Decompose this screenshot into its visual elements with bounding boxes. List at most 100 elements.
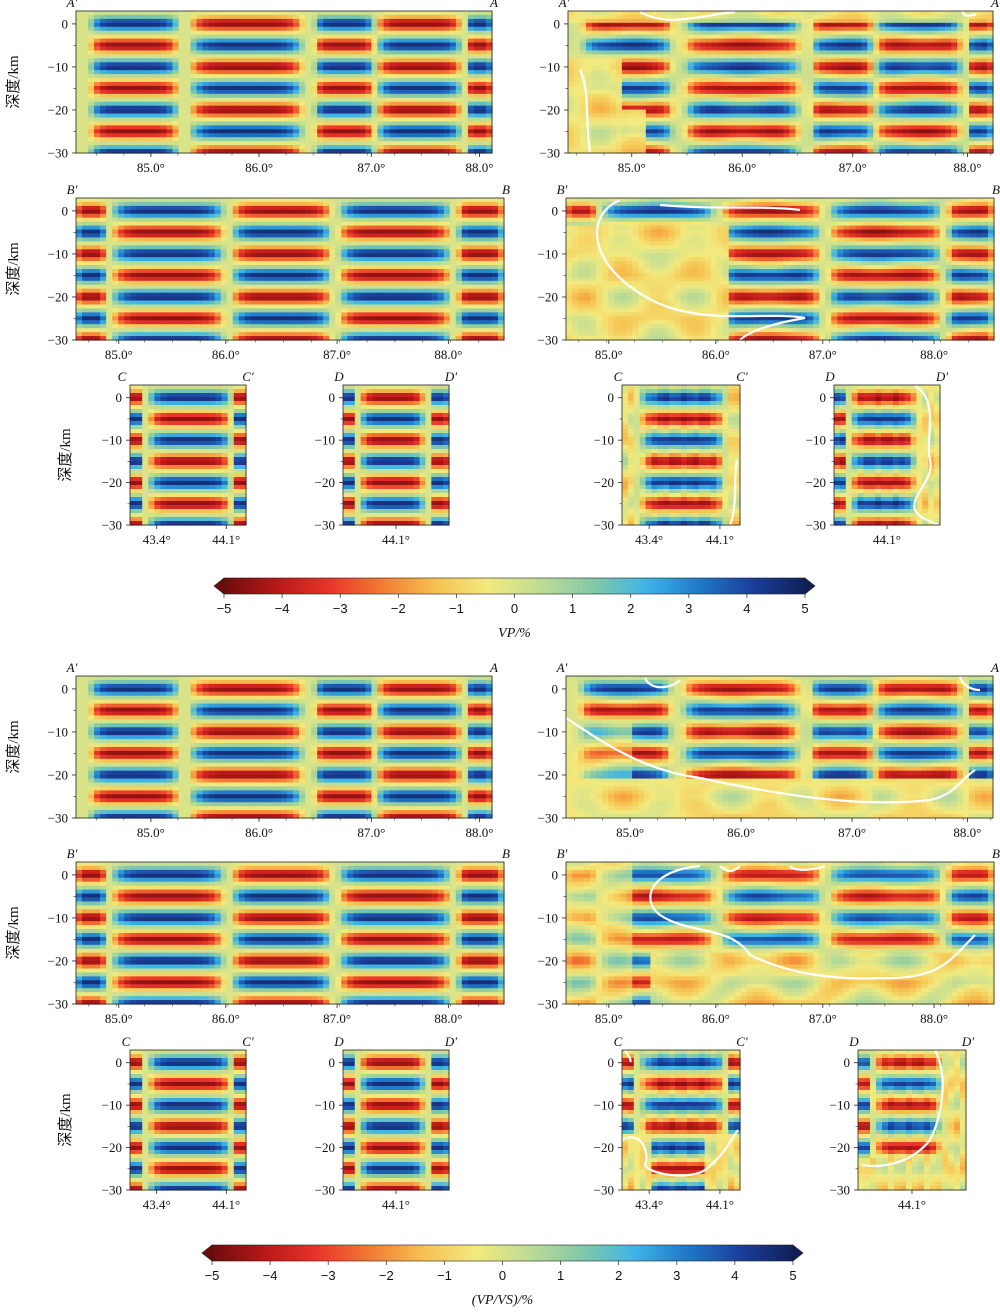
heat-cell <box>633 18 641 24</box>
heat-cell <box>112 58 119 63</box>
heat-cell <box>741 58 749 63</box>
heat-cell <box>771 129 779 134</box>
heat-cell <box>100 145 107 150</box>
heat-cell <box>407 30 415 36</box>
heat-cell <box>741 70 749 75</box>
heat-cell <box>813 62 821 67</box>
heat-cell <box>645 66 653 71</box>
heat-cell <box>843 50 850 55</box>
heat-cell <box>232 141 240 146</box>
heat-cell <box>651 74 659 79</box>
heat-cell <box>891 54 898 59</box>
heat-cell <box>413 82 421 87</box>
heat-cell <box>909 121 916 126</box>
heat-cell <box>485 26 493 32</box>
heat-cell <box>891 117 898 123</box>
heat-cell <box>130 54 137 59</box>
heat-cell <box>274 58 282 63</box>
heat-cell <box>921 22 928 28</box>
heat-cell <box>118 38 125 44</box>
heat-cell <box>256 101 264 107</box>
heat-cell <box>987 117 994 123</box>
heat-cell <box>903 26 910 32</box>
heat-cell <box>244 133 252 138</box>
heat-cell <box>347 38 354 44</box>
heat-cell <box>969 113 976 119</box>
heat-cell <box>969 101 976 107</box>
heat-cell <box>88 117 95 123</box>
heat-cell <box>407 50 415 55</box>
heat-cell <box>807 66 815 71</box>
heat-cell <box>891 11 898 16</box>
heat-cell <box>76 89 83 95</box>
heat-cell <box>915 89 922 95</box>
heat-cell <box>921 74 928 79</box>
heat-cell <box>975 85 982 91</box>
heat-cell <box>663 58 671 63</box>
heat-cell <box>244 113 252 119</box>
heat-cell <box>645 18 653 24</box>
heat-cell <box>142 82 149 87</box>
heat-cell <box>597 78 605 83</box>
heat-cell <box>939 38 946 44</box>
heat-cell <box>166 109 174 115</box>
heat-cell <box>202 97 210 103</box>
heat-cell <box>196 78 204 83</box>
heat-cell <box>479 145 487 150</box>
heat-cell <box>579 11 587 16</box>
heat-cell <box>843 66 850 71</box>
heat-cell <box>861 117 868 123</box>
heat-cell <box>226 89 234 95</box>
heat-cell <box>621 70 629 75</box>
heat-cell <box>741 137 749 142</box>
heat-cell <box>771 34 779 40</box>
heat-cell <box>473 42 481 48</box>
heat-cell <box>425 22 433 28</box>
heat-cell <box>347 34 354 40</box>
heat-cell <box>633 26 641 32</box>
heat-cell <box>359 117 366 123</box>
heat-cell <box>82 26 89 32</box>
heat-cell <box>969 22 976 28</box>
heat-cell <box>287 113 294 119</box>
heat-cell <box>196 58 204 63</box>
heat-cell <box>395 117 403 123</box>
heat-cell <box>573 70 581 75</box>
heat-cell <box>443 38 451 44</box>
heat-cell <box>160 149 168 154</box>
heat-cell <box>861 62 868 67</box>
heat-cell <box>262 34 270 40</box>
heat-cell <box>597 74 605 79</box>
heat-cell <box>202 30 210 36</box>
heat-cell <box>287 62 294 67</box>
heat-cell <box>76 58 83 63</box>
heat-cell <box>891 42 898 48</box>
heat-cell <box>232 58 240 63</box>
heat-cell <box>957 70 964 75</box>
heat-cell <box>136 117 143 123</box>
heat-cell <box>699 109 707 115</box>
heat-cell <box>335 34 342 40</box>
heat-cell <box>603 70 611 75</box>
heat-cell <box>401 78 409 83</box>
heat-cell <box>329 62 336 67</box>
heat-cell <box>891 121 898 126</box>
heat-cell <box>142 74 149 79</box>
heat-cell <box>603 58 611 63</box>
heat-cell <box>987 105 994 111</box>
heat-cell <box>262 70 270 75</box>
heat-cell <box>855 26 862 32</box>
heat-cell <box>867 82 874 87</box>
heat-cell <box>443 117 451 123</box>
heat-cell <box>262 74 270 79</box>
heat-cell <box>268 38 276 44</box>
heat-cell <box>915 137 922 142</box>
heat-cell <box>801 42 809 48</box>
heat-cell <box>76 117 83 123</box>
heat-cell <box>106 62 113 67</box>
heat-cell <box>699 62 707 67</box>
heat-cell <box>136 97 143 103</box>
heat-cell <box>807 101 815 107</box>
heat-cell <box>951 82 958 87</box>
heat-cell <box>401 22 409 28</box>
